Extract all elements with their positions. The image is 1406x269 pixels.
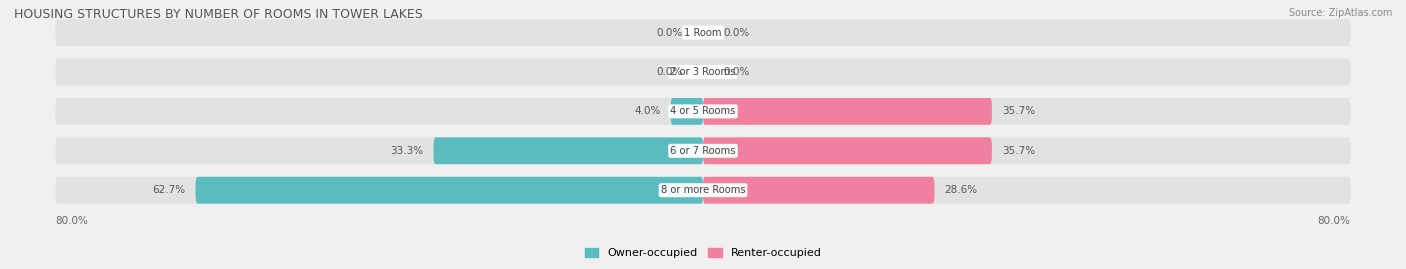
FancyBboxPatch shape xyxy=(433,137,703,164)
Text: 0.0%: 0.0% xyxy=(657,67,683,77)
Text: 1 Room: 1 Room xyxy=(685,27,721,38)
Text: 4 or 5 Rooms: 4 or 5 Rooms xyxy=(671,106,735,116)
FancyBboxPatch shape xyxy=(703,137,993,164)
Text: 33.3%: 33.3% xyxy=(391,146,423,156)
FancyBboxPatch shape xyxy=(55,59,1351,85)
FancyBboxPatch shape xyxy=(671,98,703,125)
Legend: Owner-occupied, Renter-occupied: Owner-occupied, Renter-occupied xyxy=(581,243,825,263)
FancyBboxPatch shape xyxy=(55,137,1351,164)
Text: 0.0%: 0.0% xyxy=(723,27,749,38)
Text: 8 or more Rooms: 8 or more Rooms xyxy=(661,185,745,195)
FancyBboxPatch shape xyxy=(55,19,1351,46)
Text: 2 or 3 Rooms: 2 or 3 Rooms xyxy=(671,67,735,77)
FancyBboxPatch shape xyxy=(195,177,703,204)
Text: 35.7%: 35.7% xyxy=(1001,146,1035,156)
Text: Source: ZipAtlas.com: Source: ZipAtlas.com xyxy=(1288,8,1392,18)
Text: 4.0%: 4.0% xyxy=(634,106,661,116)
FancyBboxPatch shape xyxy=(703,177,935,204)
Text: 0.0%: 0.0% xyxy=(723,67,749,77)
Text: 28.6%: 28.6% xyxy=(945,185,977,195)
Text: 0.0%: 0.0% xyxy=(657,27,683,38)
Text: 6 or 7 Rooms: 6 or 7 Rooms xyxy=(671,146,735,156)
FancyBboxPatch shape xyxy=(55,177,1351,204)
Text: 80.0%: 80.0% xyxy=(55,216,89,226)
Text: HOUSING STRUCTURES BY NUMBER OF ROOMS IN TOWER LAKES: HOUSING STRUCTURES BY NUMBER OF ROOMS IN… xyxy=(14,8,423,21)
Text: 62.7%: 62.7% xyxy=(153,185,186,195)
Text: 80.0%: 80.0% xyxy=(1317,216,1351,226)
FancyBboxPatch shape xyxy=(703,98,993,125)
Text: 35.7%: 35.7% xyxy=(1001,106,1035,116)
FancyBboxPatch shape xyxy=(55,98,1351,125)
